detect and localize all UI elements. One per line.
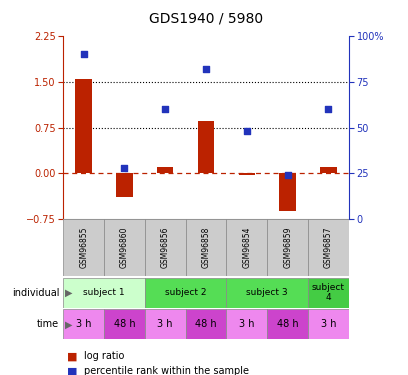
Bar xyxy=(145,309,186,339)
Text: 3 h: 3 h xyxy=(76,320,91,329)
Text: ▶: ▶ xyxy=(65,320,73,329)
Text: subject 2: subject 2 xyxy=(165,288,206,297)
Bar xyxy=(104,219,145,276)
Text: subject 1: subject 1 xyxy=(83,288,125,297)
Bar xyxy=(226,219,267,276)
Bar xyxy=(116,173,133,197)
Text: GDS1940 / 5980: GDS1940 / 5980 xyxy=(149,12,263,26)
Text: 3 h: 3 h xyxy=(239,320,255,329)
Bar xyxy=(186,219,226,276)
Text: time: time xyxy=(37,320,59,329)
Text: 48 h: 48 h xyxy=(277,320,299,329)
Point xyxy=(284,172,291,178)
Point xyxy=(244,128,250,134)
Text: GSM96855: GSM96855 xyxy=(79,227,88,268)
Bar xyxy=(226,309,267,339)
Text: log ratio: log ratio xyxy=(84,351,124,361)
Text: GSM96858: GSM96858 xyxy=(202,227,211,268)
Bar xyxy=(145,219,186,276)
Bar xyxy=(308,278,349,308)
Bar xyxy=(267,219,308,276)
Text: GSM96857: GSM96857 xyxy=(324,227,333,268)
Bar xyxy=(186,309,226,339)
Text: subject
4: subject 4 xyxy=(312,283,345,302)
Text: ▶: ▶ xyxy=(65,288,73,297)
Point xyxy=(162,106,169,112)
Text: percentile rank within the sample: percentile rank within the sample xyxy=(84,366,248,375)
Bar xyxy=(75,78,92,173)
Bar xyxy=(63,278,145,308)
Text: individual: individual xyxy=(12,288,59,297)
Bar xyxy=(239,173,255,175)
Text: GSM96854: GSM96854 xyxy=(242,227,251,268)
Text: GSM96856: GSM96856 xyxy=(161,227,170,268)
Text: 3 h: 3 h xyxy=(321,320,336,329)
Text: GSM96859: GSM96859 xyxy=(283,227,292,268)
Text: 48 h: 48 h xyxy=(113,320,135,329)
Point xyxy=(325,106,332,112)
Bar xyxy=(104,309,145,339)
Bar xyxy=(308,309,349,339)
Text: 3 h: 3 h xyxy=(157,320,173,329)
Point xyxy=(203,66,209,72)
Bar xyxy=(145,278,226,308)
Bar xyxy=(267,309,308,339)
Text: 48 h: 48 h xyxy=(195,320,217,329)
Bar xyxy=(198,122,214,173)
Bar xyxy=(63,219,104,276)
Point xyxy=(121,165,128,171)
Bar xyxy=(63,309,104,339)
Bar xyxy=(157,167,173,173)
Text: GSM96860: GSM96860 xyxy=(120,227,129,268)
Point xyxy=(80,51,87,57)
Text: ■: ■ xyxy=(67,351,78,361)
Text: ■: ■ xyxy=(67,366,78,375)
Bar xyxy=(226,278,308,308)
Bar xyxy=(320,167,337,173)
Bar xyxy=(279,173,296,211)
Text: subject 3: subject 3 xyxy=(246,288,288,297)
Bar xyxy=(308,219,349,276)
